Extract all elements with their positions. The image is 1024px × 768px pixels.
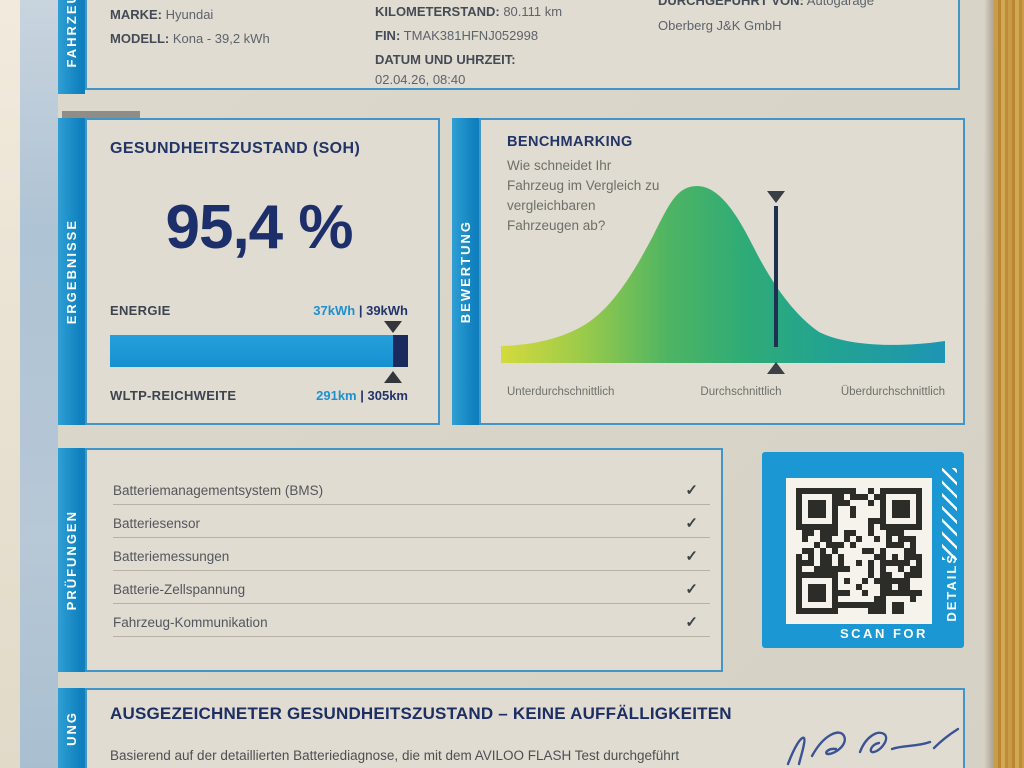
benchmark-marker-down-icon [767,191,786,203]
paper-edge-shadow [984,0,994,768]
benchmark-marker [764,191,788,374]
energy-bar [110,335,408,367]
checks-panel: Batteriemanagementsystem (BMS) ✓ Batteri… [85,448,723,672]
qr-code [796,488,922,614]
checkmark-icon: ✓ [685,482,698,499]
tab-fahrzeug: FAHRZEUG [58,0,85,94]
benchmark-marker-line [774,206,779,347]
soh-value: 95,4 % [165,193,353,262]
field-fin: FIN: TMAK381HFNJ052998 [375,28,539,43]
qr-tile: DETAILS SCAN FOR [762,452,964,648]
checkmark-icon: ✓ [685,614,698,631]
range-label: WLTP-REICHWEITE [110,388,237,403]
soh-title: GESUNDHEITSZUSTAND (SOH) [110,140,361,157]
energy-label: ENERGIE [110,303,171,318]
check-row-sensor: Batteriesensor ✓ [113,509,710,538]
range-row: WLTP-REICHWEITE 291km | 305km [110,388,408,403]
paper-blue-margin [20,0,58,768]
field-durchgefuehrt: DURCHGEFÜHRT VON: Autogarage [658,0,875,8]
energy-values: 37kWh | 39kWh [313,303,408,318]
wood-table-edge [994,0,1024,768]
bell-curve-area [501,186,945,363]
axis-label-above-average: Überdurchschnittlich [840,386,945,398]
field-modell: MODELL: Kona - 39,2 kWh [110,31,270,46]
field-marke: MARKE: Hyundai [110,7,214,22]
benchmark-title: BENCHMARKING [507,134,633,150]
bar-marker-down-icon [384,321,402,333]
qr-code-background [786,478,932,624]
hatch-decoration [942,468,957,560]
field-kilometerstand: KILOMETERSTAND: 80.111 km [375,4,563,19]
field-datum-label: DATUM UND UHRZEIT: [375,52,516,67]
range-values: 291km | 305km [316,388,408,403]
tab-bewertung-label: BEWERTUNG [458,219,473,324]
qr-details-label: DETAILS [944,553,959,622]
check-row-kommunikation: Fahrzeug-Kommunikation ✓ [113,608,710,637]
tab-ergebnisse: ERGEBNISSE [58,118,85,425]
check-row-bms: Batteriemanagementsystem (BMS) ✓ [113,476,710,505]
checkmark-icon: ✓ [685,515,698,532]
energy-bar-fill [110,335,393,367]
field-datum-value: 02.04.26, 08:40 [375,72,466,87]
tab-fahrzeug-label: FAHRZEUG [64,0,79,68]
checkmark-icon: ✓ [685,548,698,565]
field-company-line2: Oberberg J&K GmbH [658,18,782,33]
summary-body: Basierend auf der detaillierten Batterie… [110,748,680,763]
results-panel [85,118,440,425]
summary-title: AUSGEZEICHNETER GESUNDHEITSZUSTAND – KEI… [110,704,732,723]
axis-label-average: Durchschnittlich [700,386,782,398]
tab-zusammenfassung: UNG [58,688,85,768]
signature [786,727,960,766]
tab-zusammenfassung-label: UNG [64,710,79,746]
tab-pruefungen-label: PRÜFUNGEN [64,509,79,611]
tab-pruefungen: PRÜFUNGEN [58,448,85,672]
benchmark-question: Wie schneidet Ihr Fahrzeug im Vergleich … [507,158,660,233]
bar-marker-up-icon [384,371,402,383]
tab-bewertung: BEWERTUNG [452,118,479,425]
qr-scan-for-label: SCAN FOR [840,626,928,641]
check-row-zellspannung: Batterie-Zellspannung ✓ [113,575,710,604]
paper-left-edge [0,0,20,768]
benchmark-panel: BENCHMARKING Wie schneidet Ihr Fahrzeug … [479,118,965,425]
bell-curve-chart [501,186,945,363]
summary-panel [85,688,965,768]
energy-row: ENERGIE 37kWh | 39kWh [110,303,408,318]
check-row-messungen: Batteriemessungen ✓ [113,542,710,571]
axis-label-below-average: Unterdurchschnittlich [507,386,615,398]
vehicle-panel [85,0,960,90]
benchmark-marker-up-icon [767,362,786,374]
checkmark-icon: ✓ [685,581,698,598]
tab-ergebnisse-label: ERGEBNISSE [64,218,79,325]
